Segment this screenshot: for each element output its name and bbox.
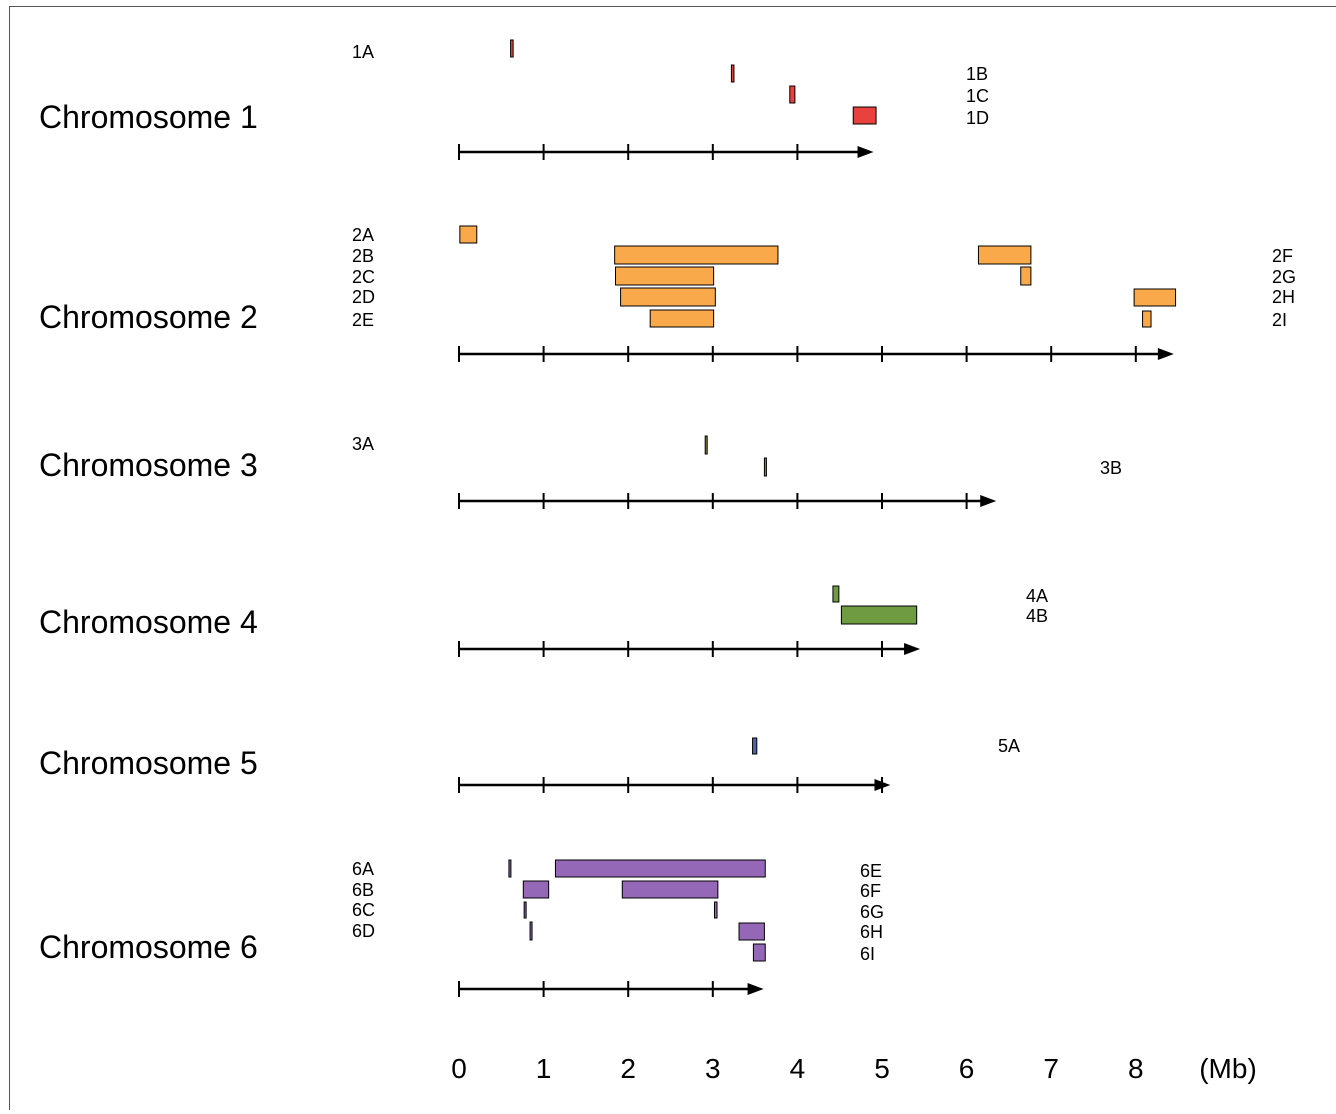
segment-1a — [510, 39, 514, 58]
segment-label-2c: 2C — [352, 267, 375, 287]
scale-tick-label: 8 — [1128, 1053, 1144, 1084]
segment-3b — [763, 457, 767, 477]
chromosome-3-title: Chromosome 3 — [39, 447, 258, 483]
scale-tick-label: 0 — [451, 1053, 467, 1084]
segment-4b — [840, 605, 918, 625]
segment-1c — [789, 85, 796, 104]
segment-2i — [1142, 310, 1152, 328]
segment-6i — [752, 943, 766, 962]
scale-tick-label: 1 — [536, 1053, 552, 1084]
scale-tick-label: 6 — [959, 1053, 975, 1084]
scale-tick-label: 4 — [790, 1053, 806, 1084]
segment-6a — [508, 859, 512, 878]
segment-1b — [730, 64, 735, 83]
scale-unit-label: (Mb) — [1199, 1053, 1257, 1084]
chromosome-3-axis-arrow — [980, 495, 997, 507]
segment-label-5a: 5A — [998, 736, 1020, 756]
chromosome-5-title: Chromosome 5 — [39, 745, 258, 781]
segment-label-6e: 6E — [860, 861, 882, 881]
chromosome-4-title: Chromosome 4 — [39, 604, 258, 640]
segment-label-6a: 6A — [352, 859, 374, 879]
chromosome-6-title: Chromosome 6 — [39, 929, 258, 965]
segment-label-6f: 6F — [860, 881, 881, 901]
segment-label-4a: 4A — [1026, 586, 1048, 606]
chromosome-2-axis-arrow — [1157, 348, 1174, 360]
segment-2b — [614, 245, 779, 265]
segment-label-1a: 1A — [352, 42, 374, 62]
segment-2g — [1020, 266, 1032, 286]
segment-4a — [832, 585, 840, 603]
segment-6c — [523, 901, 527, 919]
segment-label-3b: 3B — [1100, 458, 1122, 478]
segment-label-6g: 6G — [860, 902, 884, 922]
segment-label-3a: 3A — [352, 434, 374, 454]
segment-label-6i: 6I — [860, 944, 875, 964]
segment-label-2g: 2G — [1272, 267, 1296, 287]
segment-2f — [977, 245, 1032, 265]
chromosome-2-title: Chromosome 2 — [39, 299, 258, 335]
segment-6g — [713, 901, 718, 919]
segment-2e — [649, 309, 715, 328]
segment-3a — [704, 435, 708, 455]
segment-2a — [459, 225, 478, 244]
segment-6b — [522, 880, 550, 899]
chromosome-6-axis-arrow — [747, 983, 764, 995]
segment-2c — [615, 266, 715, 286]
segment-label-2i: 2I — [1272, 310, 1287, 330]
segment-6d — [529, 921, 533, 941]
scale-tick-label: 5 — [874, 1053, 890, 1084]
chromosome-4-axis-arrow — [904, 643, 921, 655]
segment-6f — [621, 880, 719, 899]
segment-label-2e: 2E — [352, 310, 374, 330]
segment-label-2h: 2H — [1272, 287, 1295, 307]
segment-label-1d: 1D — [966, 108, 989, 128]
scale-tick-label: 2 — [620, 1053, 636, 1084]
segment-label-2b: 2B — [352, 246, 374, 266]
segment-6h — [738, 922, 765, 941]
segment-label-2f: 2F — [1272, 246, 1293, 266]
segment-label-6d: 6D — [352, 921, 375, 941]
segment-6e — [554, 859, 766, 878]
chromosome-1-axis-arrow — [857, 146, 874, 158]
figure-frame — [9, 6, 1336, 1110]
segment-label-2a: 2A — [352, 225, 374, 245]
segment-label-4b: 4B — [1026, 606, 1048, 626]
segment-label-6h: 6H — [860, 922, 883, 942]
segment-label-6b: 6B — [352, 880, 374, 900]
segment-2d — [620, 287, 716, 307]
scale-tick-label: 7 — [1043, 1053, 1059, 1084]
segment-label-1c: 1C — [966, 86, 989, 106]
segment-label-1b: 1B — [966, 64, 988, 84]
chromosome-1-title: Chromosome 1 — [39, 99, 258, 135]
segment-label-2d: 2D — [352, 287, 375, 307]
segment-1d — [852, 106, 877, 125]
segment-2h — [1133, 288, 1177, 307]
segment-5a — [752, 737, 758, 755]
segment-label-6c: 6C — [352, 900, 375, 920]
scale-tick-label: 3 — [705, 1053, 721, 1084]
